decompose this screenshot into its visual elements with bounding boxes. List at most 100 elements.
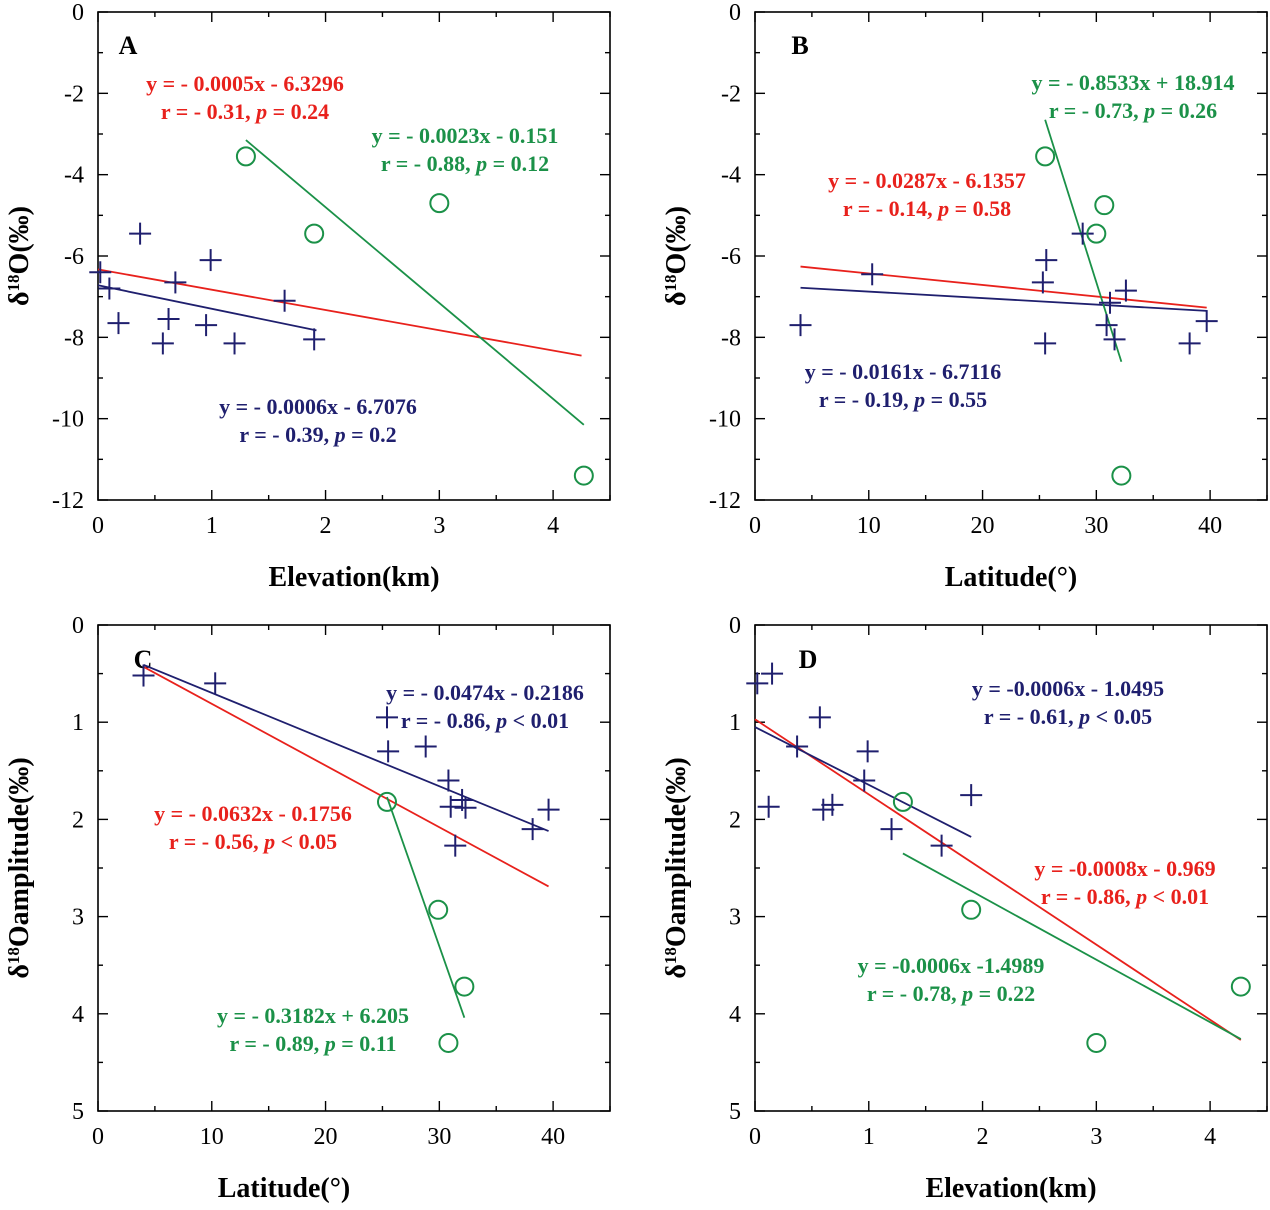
y-tick-label: 0 xyxy=(729,0,741,26)
panel-b: 0 10 20 30 40 0 -2 -4 -6 -8 -10 -12 Latitude(°) δ18O(… xyxy=(661,0,1268,593)
plus-point xyxy=(164,271,186,293)
plus-point xyxy=(200,249,222,271)
regression-equation: y = - 0.0474x - 0.2186 xyxy=(386,680,584,705)
y-tick-label: 3 xyxy=(72,905,84,931)
regression-equation: y = - 0.0006x - 6.7076 xyxy=(219,394,417,419)
regression-line xyxy=(387,797,464,1018)
x-tick-label: 20 xyxy=(971,513,995,539)
regression-line xyxy=(246,140,584,425)
panel-label: D xyxy=(799,645,818,674)
plus-point xyxy=(786,736,808,758)
regression-equation: y = - 0.8533x + 18.914 xyxy=(1032,70,1235,95)
y-tick-label: 2 xyxy=(72,807,84,833)
panel-label: B xyxy=(791,31,808,60)
regression-equation: r = - 0.61, p < 0.05 xyxy=(984,704,1152,729)
y-tick-label: 2 xyxy=(729,807,741,833)
circle-point xyxy=(1095,196,1113,214)
x-axis-title: Latitude(°) xyxy=(218,1173,351,1204)
regression-equation: y = -0.0006x -1.4989 xyxy=(858,953,1045,978)
x-tick-label: 4 xyxy=(1204,1124,1216,1150)
x-tick-label: 4 xyxy=(547,513,559,539)
x-tick-label: 40 xyxy=(541,1124,565,1150)
plus-point xyxy=(960,784,982,806)
x-tick-label: 3 xyxy=(433,513,445,539)
plus-point xyxy=(758,796,780,818)
y-tick-label: -10 xyxy=(52,407,84,433)
plus-point xyxy=(158,308,180,330)
regression-equation: r = - 0.88, p = 0.12 xyxy=(381,151,549,176)
x-tick-label: 2 xyxy=(320,513,332,539)
circle-point xyxy=(1087,1034,1105,1052)
plus-point xyxy=(224,332,246,354)
plus-point xyxy=(821,794,843,816)
y-tick-label: 0 xyxy=(72,0,84,26)
plus-point xyxy=(274,290,296,312)
regression-equation: r = - 0.39, p = 0.2 xyxy=(239,422,396,447)
y-tick-label: 1 xyxy=(72,710,84,736)
panel-a: 0 1 2 3 40-2-4-6-8-10-12Elevation(km)δ18O(‰)… xyxy=(4,0,611,593)
regression-line xyxy=(903,853,1241,1039)
circle-point xyxy=(429,901,447,919)
circle-point xyxy=(455,978,473,996)
y-tick-label: -4 xyxy=(721,163,741,189)
circle-point xyxy=(962,901,980,919)
plus-point xyxy=(881,818,903,840)
regression-equation: r = - 0.56, p < 0.05 xyxy=(169,829,337,854)
x-tick-label: 30 xyxy=(427,1124,451,1150)
y-tick-label: -12 xyxy=(709,488,741,514)
y-tick-label: -12 xyxy=(52,488,84,514)
regression-equation: r = - 0.89, p = 0.11 xyxy=(229,1031,396,1056)
regression-equation: r = - 0.86, p < 0.01 xyxy=(1041,884,1209,909)
circle-point xyxy=(1232,978,1250,996)
regression-equation: r = - 0.14, p = 0.58 xyxy=(843,196,1011,221)
x-axis-title: Elevation(km) xyxy=(268,562,439,593)
plus-point xyxy=(790,314,812,336)
x-tick-label: 40 xyxy=(1198,513,1222,539)
plus-point xyxy=(1099,292,1121,314)
circle-point xyxy=(305,225,323,243)
x-tick-label: 0 xyxy=(749,1124,761,1150)
y-tick-label: 3 xyxy=(729,905,741,931)
plus-point xyxy=(761,663,783,685)
regression-equation: y = - 0.0023x - 0.151 xyxy=(372,123,559,148)
plus-point xyxy=(857,740,879,762)
regression-equation: y = - 0.0287x - 6.1357 xyxy=(828,168,1026,193)
regression-equation: y = -0.0008x - 0.969 xyxy=(1034,856,1215,881)
x-tick-label: 10 xyxy=(857,513,881,539)
regression-equation: r = - 0.73, p = 0.26 xyxy=(1049,98,1217,123)
plus-point xyxy=(89,261,111,283)
regression-equation: r = - 0.19, p = 0.55 xyxy=(819,387,987,412)
plus-point xyxy=(437,770,459,792)
y-tick-label: -10 xyxy=(709,407,741,433)
plus-point xyxy=(812,799,834,821)
plus-point xyxy=(195,314,217,336)
regression-equation: r = - 0.86, p < 0.01 xyxy=(401,708,569,733)
regression-equation: r = - 0.78, p = 0.22 xyxy=(867,981,1035,1006)
plus-point xyxy=(303,328,325,350)
plus-point xyxy=(376,706,398,728)
regression-line xyxy=(801,267,1207,308)
panel-c: 0 10 20 30 40 0 1 2 3 4 5 Latitude(°) δ18Oamplitude(… xyxy=(4,613,611,1204)
circle-point xyxy=(439,1034,457,1052)
x-tick-label: 1 xyxy=(863,1124,875,1150)
x-tick-label: 0 xyxy=(749,513,761,539)
plus-point xyxy=(861,263,883,285)
panel-d: 0 1 2 3 4 0 1 2 3 4 5 Elevation(km) δ18Oamplitude(‰)… xyxy=(661,613,1268,1204)
regression-equation: y = - 0.3182x + 6.205 xyxy=(217,1003,409,1028)
plus-point xyxy=(1179,332,1201,354)
regression-equation: r = - 0.31, p = 0.24 xyxy=(161,99,329,124)
regression-equation: y = - 0.0632x - 0.1756 xyxy=(154,801,352,826)
y-axis-title: δ18O(‰) xyxy=(661,206,693,306)
regression-equation: y = - 0.0161x - 6.7116 xyxy=(805,359,1001,384)
plus-point xyxy=(129,223,151,245)
y-tick-label: -4 xyxy=(64,163,84,189)
plus-point xyxy=(853,770,875,792)
regression-line xyxy=(801,288,1207,311)
y-tick-label: -8 xyxy=(64,325,84,351)
y-tick-label: 0 xyxy=(729,613,741,639)
y-tick-label: -2 xyxy=(64,81,84,107)
x-tick-label: 0 xyxy=(92,513,104,539)
circle-point xyxy=(430,194,448,212)
plus-point xyxy=(538,799,560,821)
plus-point xyxy=(809,706,831,728)
